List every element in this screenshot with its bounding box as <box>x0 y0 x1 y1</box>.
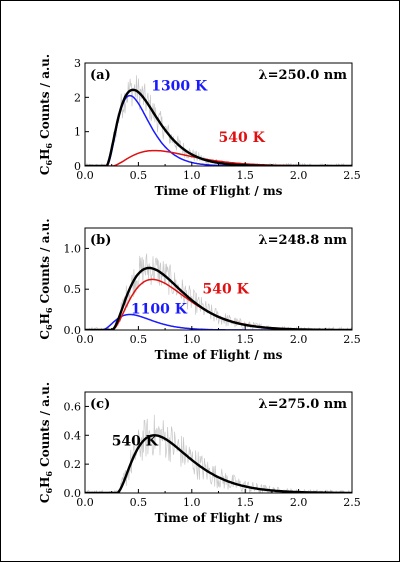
wavelength-label: λ=250.0 nm <box>259 68 348 83</box>
y-axis-label-subscript: 6 <box>44 488 54 494</box>
x-axis-label: Time of Flight / ms <box>155 348 283 362</box>
y-axis-label-subscript: 6 <box>44 471 54 477</box>
series-line-540-k <box>85 434 352 493</box>
x-tick-label: 1.5 <box>236 496 254 509</box>
x-tick-label: 1.5 <box>236 333 254 346</box>
x-tick-label: 0.0 <box>76 169 94 182</box>
y-axis-label-part: C <box>38 166 52 176</box>
wavelength-label: λ=275.0 nm <box>259 397 348 412</box>
y-axis-label-subscript: 6 <box>44 143 54 149</box>
y-axis-label-part: H <box>38 477 52 488</box>
x-axis-label: Time of Flight / ms <box>155 511 283 525</box>
y-tick-label: 0.5 <box>64 283 82 296</box>
y-axis-label-subscript: 6 <box>44 160 54 166</box>
x-tick-label: 2.5 <box>343 333 361 346</box>
x-tick-label: 1.0 <box>183 169 201 182</box>
y-tick-label: 0.0 <box>64 487 82 500</box>
wavelength-label: λ=248.8 nm <box>259 233 348 248</box>
series-label: 1100 K <box>131 302 188 318</box>
y-tick-label: 0 <box>74 160 81 173</box>
plot-area <box>85 414 352 493</box>
x-tick-label: 0.5 <box>130 169 148 182</box>
y-tick-label: 1.0 <box>64 242 82 255</box>
panel-0: 0.0 0.5 1.0 1.5 2.0 2.5 0 1 2 3 Time of Flight / m… <box>38 54 361 198</box>
x-tick-label: 2.5 <box>343 496 361 509</box>
y-axis-label-part: Counts / a.u. <box>38 218 52 307</box>
series-label: 540 K <box>202 281 249 297</box>
x-tick-label: 2.0 <box>290 496 308 509</box>
plot-area <box>85 75 352 166</box>
series-label: 540 K <box>112 433 159 449</box>
y-tick-label: 3 <box>74 57 81 70</box>
panel-2: 0.0 0.5 1.0 1.5 2.0 2.5 0.0 0.2 0.4 0.6 Time of Fl… <box>38 382 361 525</box>
y-axis-label-part: H <box>38 149 52 160</box>
y-axis-label-part: C <box>38 494 52 504</box>
panel-label: (c) <box>90 397 110 412</box>
y-tick-label: 0.6 <box>64 400 82 413</box>
series-line-total <box>85 88 352 166</box>
x-tick-label: 2.0 <box>290 169 308 182</box>
y-tick-label: 0.2 <box>64 458 82 471</box>
y-axis-label-part: C <box>38 330 52 340</box>
y-axis-label-subscript: 6 <box>44 307 54 313</box>
y-axis-label-part: Counts / a.u. <box>38 54 52 143</box>
x-tick-label: 0.5 <box>130 496 148 509</box>
series-label: 540 K <box>219 130 266 146</box>
y-axis-label-part: H <box>38 313 52 324</box>
x-tick-label: 0.0 <box>76 333 94 346</box>
y-axis-label-subscript: 6 <box>44 324 54 330</box>
x-tick-label: 2.5 <box>343 169 361 182</box>
raw-data-trace <box>85 75 352 166</box>
y-axis-label: C6H6 Counts / a.u. <box>38 382 54 503</box>
x-tick-label: 0.5 <box>130 333 148 346</box>
series-label: 1300 K <box>151 78 208 94</box>
x-tick-label: 2.0 <box>290 333 308 346</box>
y-tick-label: 1 <box>74 126 81 139</box>
y-tick-label: 0.0 <box>64 324 82 337</box>
panel-label: (a) <box>90 68 111 83</box>
x-tick-label: 1.0 <box>183 333 201 346</box>
x-axis-label: Time of Flight / ms <box>155 184 283 198</box>
panel-1: 0.0 0.5 1.0 1.5 2.0 2.5 0.0 0.5 1.0 Time of Fligh… <box>38 218 361 362</box>
x-tick-label: 0.0 <box>76 496 94 509</box>
panel-label: (b) <box>90 233 111 248</box>
x-tick-label: 1.0 <box>183 496 201 509</box>
y-axis-label-part: Counts / a.u. <box>38 382 52 471</box>
x-tick-label: 1.5 <box>236 169 254 182</box>
y-axis-label: C6H6 Counts / a.u. <box>38 54 54 175</box>
y-axis-label: C6H6 Counts / a.u. <box>38 218 54 339</box>
y-tick-label: 0.4 <box>64 429 82 442</box>
y-tick-label: 2 <box>74 91 81 104</box>
